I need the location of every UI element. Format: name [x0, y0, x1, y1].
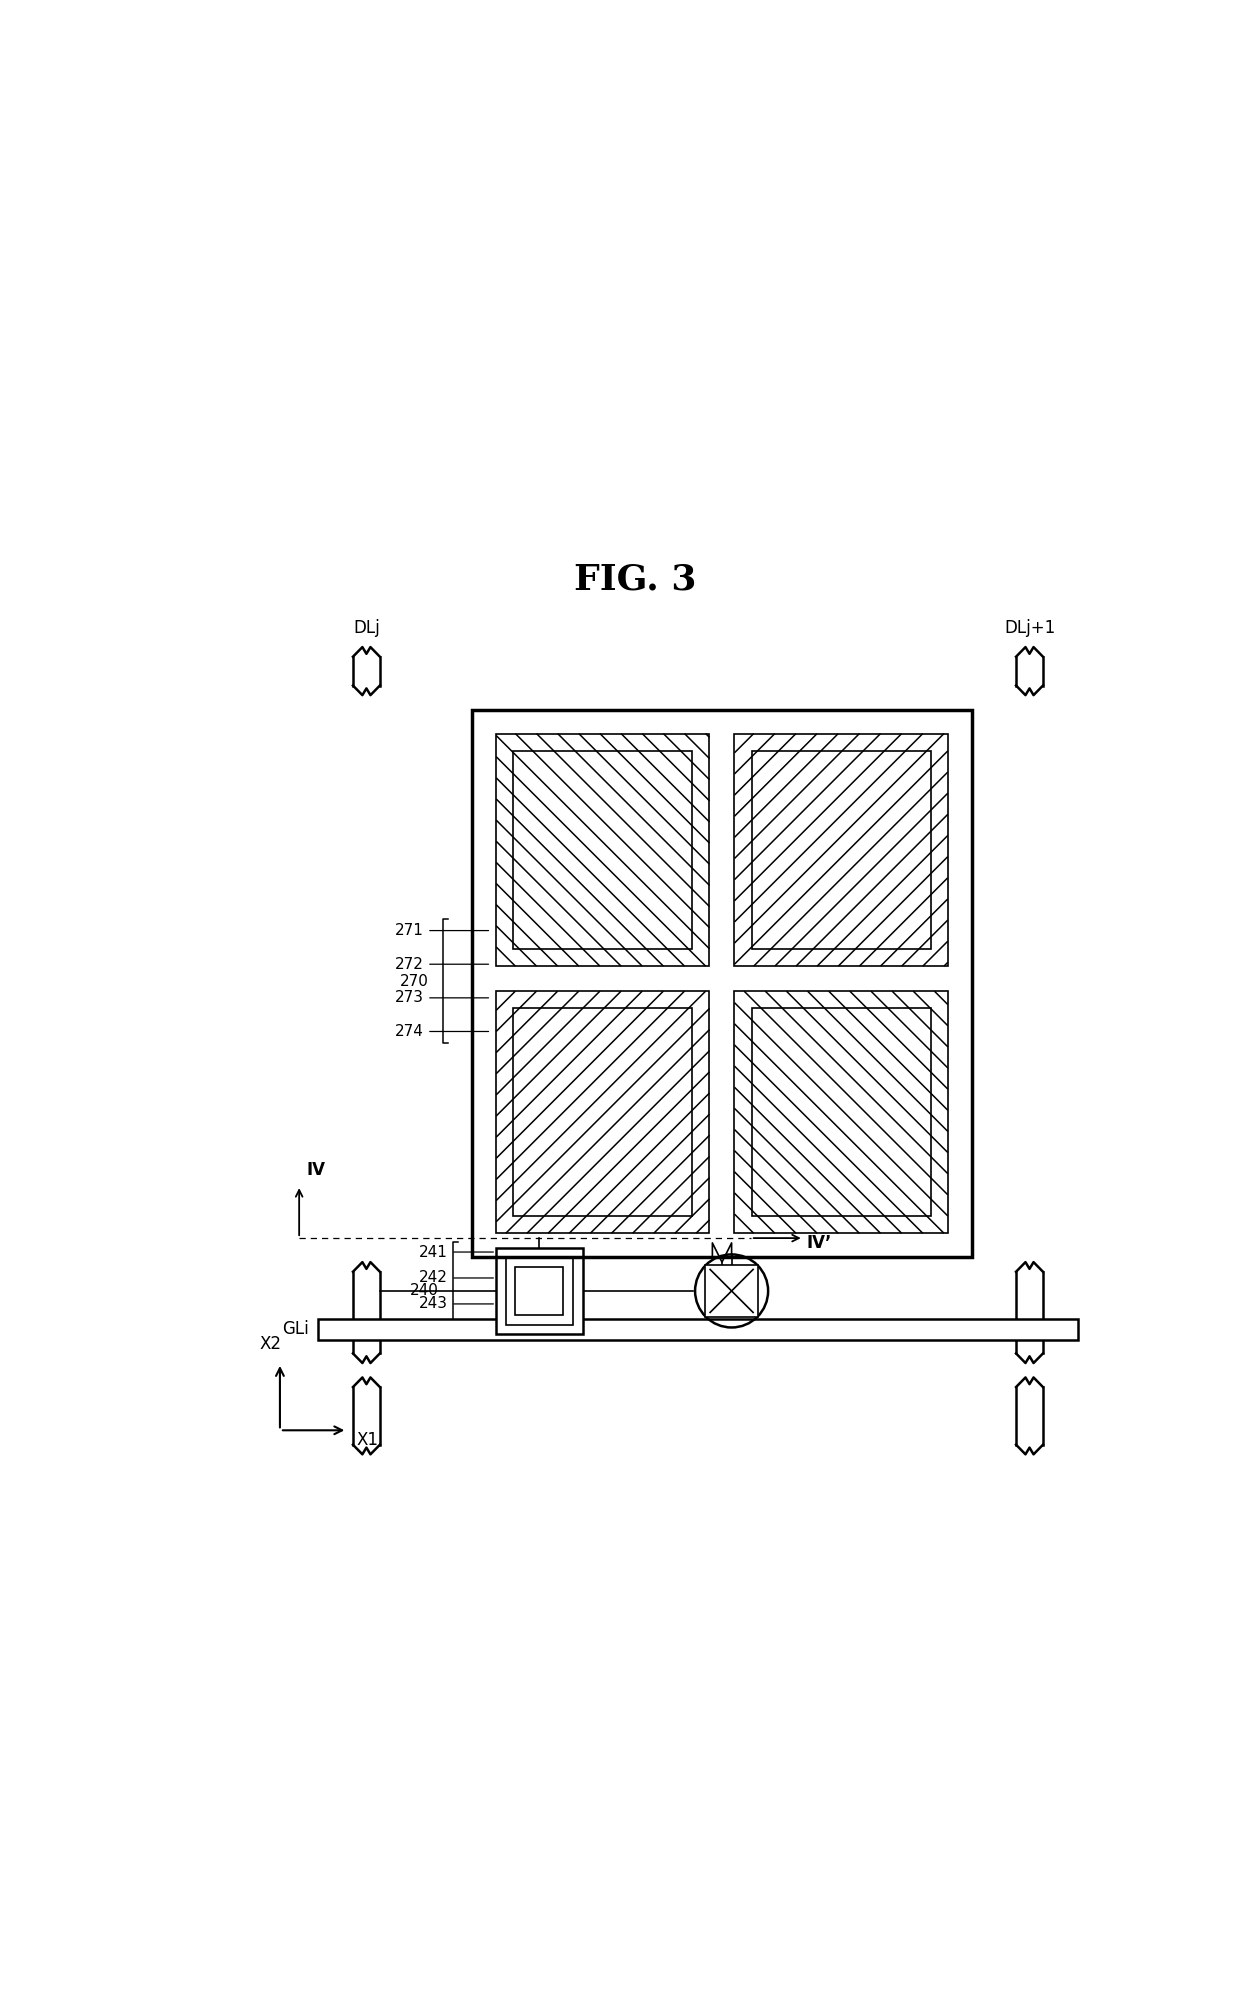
Bar [496, 991, 709, 1233]
Bar [496, 733, 709, 967]
Text: DLj+1: DLj+1 [1004, 620, 1055, 638]
Text: 271: 271 [396, 922, 424, 939]
Text: 273: 273 [396, 991, 424, 1005]
Bar [706, 1265, 758, 1317]
Text: 274: 274 [396, 1023, 424, 1039]
Bar [506, 1257, 573, 1325]
Bar [734, 733, 947, 967]
Text: 240: 240 [409, 1283, 439, 1299]
Text: GLi: GLi [281, 1321, 309, 1339]
Bar [513, 751, 692, 949]
Text: 241: 241 [419, 1245, 448, 1259]
Text: 244: 244 [419, 1323, 448, 1337]
Bar [472, 709, 972, 1257]
Text: 243: 243 [419, 1297, 448, 1311]
Bar [734, 991, 947, 1233]
Text: IV’: IV’ [806, 1235, 832, 1253]
Text: 242: 242 [419, 1271, 448, 1285]
Bar [472, 709, 972, 1257]
Bar [751, 751, 930, 949]
Text: FIG. 3: FIG. 3 [574, 562, 697, 596]
Bar [751, 1009, 930, 1216]
Bar [496, 1249, 583, 1333]
Text: DLj: DLj [353, 620, 379, 638]
Bar [516, 1267, 563, 1315]
Text: IV: IV [306, 1160, 326, 1178]
Text: X2: X2 [259, 1335, 281, 1353]
Bar [513, 1009, 692, 1216]
Text: 270: 270 [401, 973, 429, 989]
Text: 272: 272 [396, 957, 424, 971]
Bar [319, 1319, 1078, 1339]
Text: X1: X1 [357, 1430, 378, 1448]
